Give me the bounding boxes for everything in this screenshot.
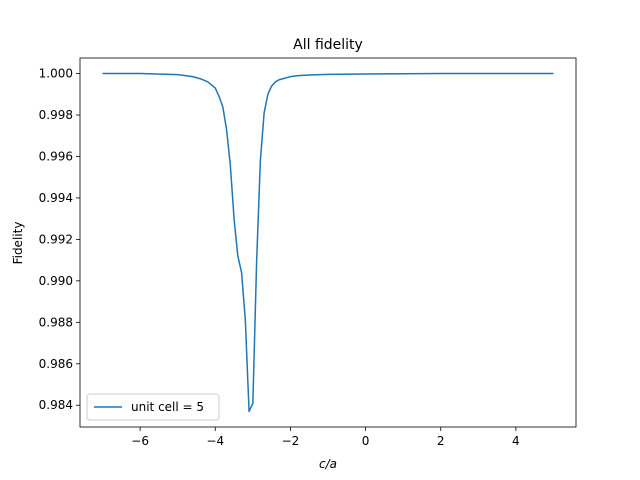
plot-frame [79,57,577,428]
y-tick-label: 0.996 [39,149,73,163]
y-tick-label: 0.994 [39,191,73,205]
y-tick-label: 0.998 [39,108,73,122]
y-tick-label: 0.988 [39,315,73,329]
legend-box [86,393,220,421]
x-tick-label: 0 [362,434,370,448]
y-tick-label: 0.986 [39,357,73,371]
y-tick-label: 1.000 [39,67,73,81]
x-tick-label: −6 [131,434,149,448]
y-axis-label: Fidelity [11,222,25,265]
x-tick-label: 4 [512,434,520,448]
chart-title: All fidelity [293,37,363,53]
y-tick-label: 0.990 [39,274,73,288]
legend: unit cell = 5 [86,393,220,421]
x-axis-ticks: −6 −4 −2 0 2 4 [131,427,520,448]
series-line-unit-cell-5 [102,72,554,413]
x-axis-label: c/a [319,457,337,471]
y-tick-label: 0.992 [39,232,73,246]
x-tick-label: −2 [282,434,300,448]
series-layer [102,72,554,413]
legend-entry-label: unit cell = 5 [131,400,204,414]
y-tick-label: 0.984 [39,398,73,412]
x-tick-label: −4 [206,434,224,448]
plot-area [80,58,576,427]
x-tick-label: 2 [437,434,445,448]
y-axis-ticks: 0.984 0.986 0.988 0.990 0.992 0.994 0.996 0.998… [39,67,80,412]
